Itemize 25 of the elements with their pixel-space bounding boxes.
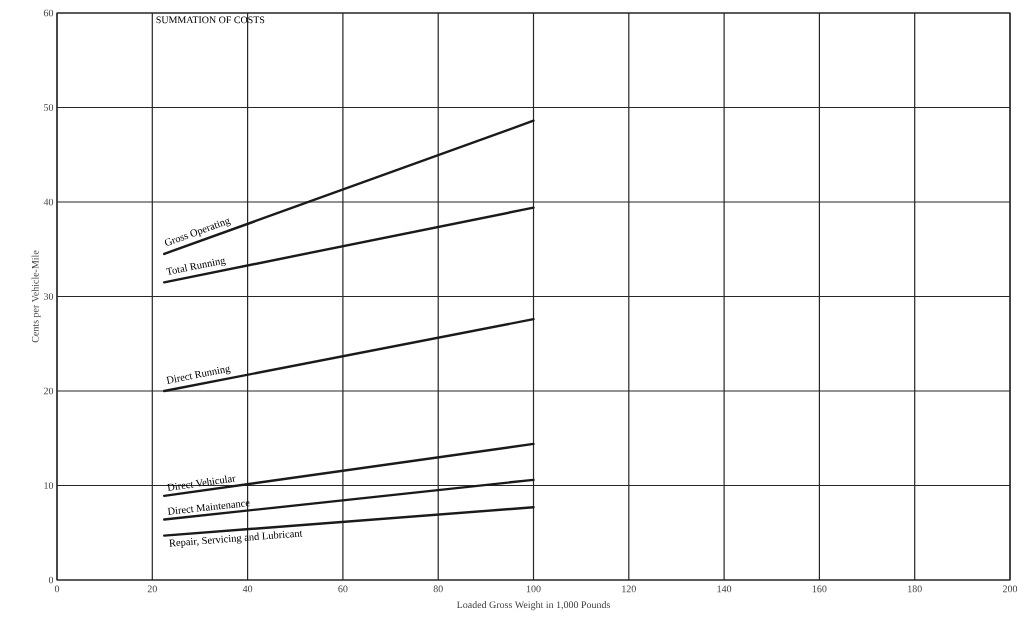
text: Direct Running [166, 366, 231, 384]
text: Direct Maintenance [167, 501, 250, 515]
x-tick-label: 160 [812, 585, 827, 593]
x-tick-label: 200 [1002, 585, 1018, 593]
x-tick-label: 0 [54, 585, 60, 593]
x-tick-label: 140 [717, 585, 732, 593]
y-tick-label: 0 [48, 576, 54, 584]
x-tick-label: 180 [908, 585, 922, 593]
text: Total Running [165, 258, 226, 275]
y-tick-label: 50 [44, 104, 54, 111]
y-tick-label: 10 [44, 482, 54, 489]
y-tick-label: 20 [43, 387, 54, 395]
text: Direct Vehicular [167, 475, 236, 491]
y-tick-label: 30 [44, 293, 54, 300]
y-axis-title: Cents per Vehicle-Mile [31, 250, 41, 343]
x-axis-title: Loaded Gross Weight in 1,000 Pounds [456, 601, 610, 611]
x-tick-label: 120 [622, 585, 636, 593]
y-tick-label: 60 [43, 9, 54, 17]
x-tick-label: 100 [526, 585, 541, 593]
series-label: Repair, Servicing and Lubricant [169, 530, 303, 548]
y-tick-label: 40 [43, 198, 54, 206]
x-tick-label: 40 [242, 585, 253, 593]
x-tick-label: 60 [338, 585, 348, 593]
x-tick-label: 80 [433, 585, 443, 593]
x-tick-label: 20 [147, 585, 157, 593]
